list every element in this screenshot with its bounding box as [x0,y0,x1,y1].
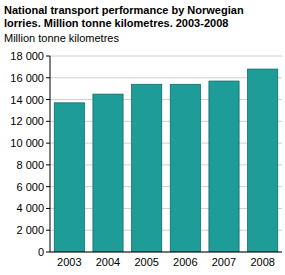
y-tick-label: 12 000 [10,115,44,127]
y-tick [46,56,50,57]
y-tick-label: 4 000 [16,202,44,214]
grid-line [50,56,282,57]
x-tick-label: 2005 [134,256,158,268]
y-tick-label: 8 000 [16,159,44,171]
x-tick-label: 2007 [212,256,236,268]
bar [54,103,84,252]
x-axis [50,252,282,253]
bar [132,84,162,252]
y-tick [46,164,50,165]
y-tick-label: 16 000 [10,72,44,84]
y-tick-label: 0 [38,246,44,258]
y-tick-label: 10 000 [10,137,44,149]
bar [93,94,123,252]
chart: National transport performance by Norweg… [0,0,285,275]
grid [50,56,282,252]
y-tick [46,143,50,144]
y-tick-label: 14 000 [10,94,44,106]
y-tick [46,121,50,122]
x-tick-label: 2004 [96,256,120,268]
title: National transport performance by Norweg… [4,4,244,29]
y-tick [46,230,50,231]
y-tick-label: 2 000 [16,224,44,236]
y-tick [46,99,50,100]
x-tick-label: 2003 [57,256,81,268]
y-tick-label: 6 000 [16,181,44,193]
bar [170,84,200,252]
y-tick [46,208,50,209]
x-tick-label: 2006 [173,256,197,268]
y-axis-label: Million tonne kilometres [4,32,119,44]
y-axis [50,56,51,252]
y-tick [46,77,50,78]
y-tick-label: 18 000 [10,50,44,62]
bar [209,81,239,252]
y-tick [46,252,50,253]
bar [248,69,278,252]
x-tick-label: 2008 [250,256,274,268]
bars [54,69,277,252]
y-tick [46,186,50,187]
grid-line [50,252,282,253]
